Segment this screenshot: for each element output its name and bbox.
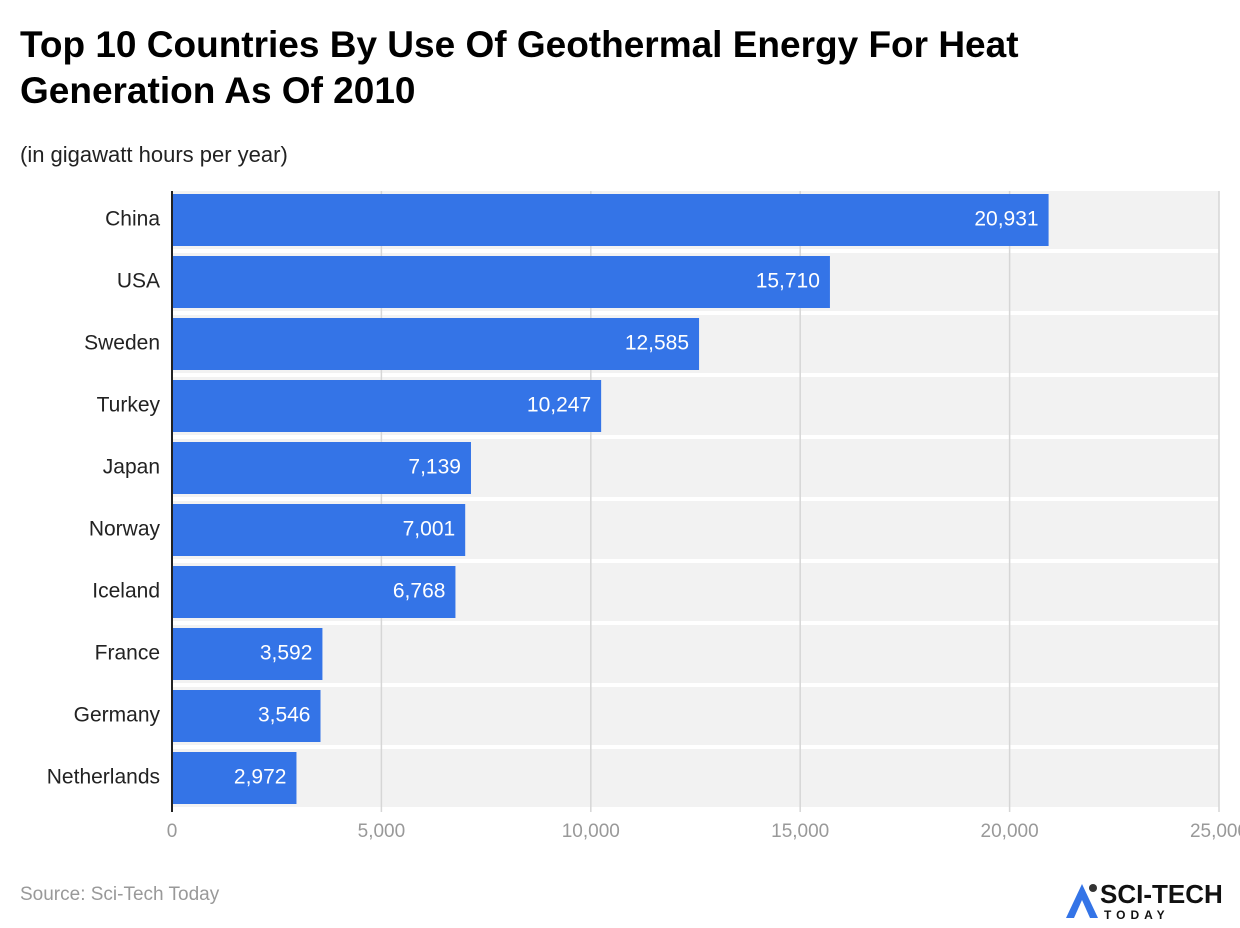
x-tick-label: 15,000 (771, 821, 829, 842)
value-label: 10,247 (527, 394, 591, 417)
bar (172, 566, 456, 618)
value-label: 3,546 (258, 704, 311, 727)
y-tick-label: Sweden (84, 332, 160, 355)
y-tick-label: Netherlands (47, 766, 160, 789)
y-tick-label: Germany (74, 704, 161, 727)
bar (172, 504, 466, 556)
y-tick-label: Japan (103, 456, 160, 479)
x-tick-label: 10,000 (562, 821, 620, 842)
value-label: 2,972 (234, 766, 287, 789)
bar (172, 442, 471, 494)
logo-tagline: TODAY (1104, 908, 1170, 922)
source: Source: Sci-Tech Today (20, 884, 220, 905)
value-label: 6,768 (393, 580, 446, 603)
chart-title: Top 10 Countries By Use Of Geothermal En… (20, 24, 1019, 111)
bar (172, 752, 297, 804)
x-tick-label: 0 (167, 821, 178, 842)
x-tick-label: 25,000 (1190, 821, 1240, 842)
chart-subtitle: (in gigawatt hours per year) (20, 142, 288, 167)
value-label: 12,585 (625, 332, 689, 355)
value-label: 20,931 (974, 208, 1038, 231)
value-label: 7,001 (403, 518, 456, 541)
value-label: 15,710 (756, 270, 820, 293)
y-tick-label: France (95, 642, 160, 665)
bar (172, 256, 830, 308)
row-band (172, 749, 1219, 807)
y-tick-label: Turkey (97, 394, 161, 417)
row-band (172, 687, 1219, 745)
x-tick-label: 5,000 (358, 821, 406, 842)
logo-icon (1066, 884, 1098, 918)
bar (172, 628, 323, 680)
value-label: 3,592 (260, 642, 313, 665)
y-tick-label: USA (117, 270, 160, 293)
y-tick-label: Norway (89, 518, 161, 541)
bar (172, 380, 602, 432)
value-label: 7,139 (408, 456, 461, 479)
bar (172, 690, 321, 742)
bar (172, 318, 700, 370)
y-tick-label: Iceland (92, 580, 160, 603)
logo-name: SCI-TECH (1100, 879, 1223, 909)
bar (172, 194, 1049, 246)
y-tick-label: China (105, 208, 160, 231)
row-band (172, 625, 1219, 683)
x-tick-label: 20,000 (981, 821, 1039, 842)
